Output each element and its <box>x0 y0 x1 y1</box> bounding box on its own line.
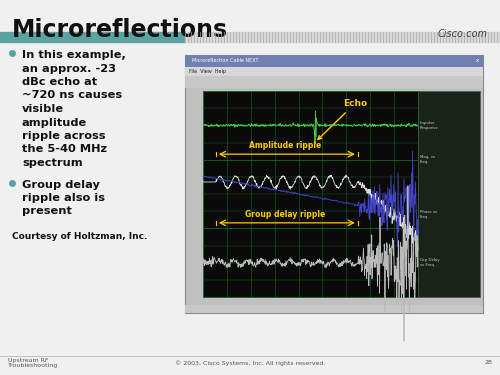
Text: 3: 3 <box>199 89 201 93</box>
Text: Amplitude ripple: Amplitude ripple <box>248 141 321 150</box>
Text: Cisco.com: Cisco.com <box>438 29 488 39</box>
Text: 1: 1 <box>199 226 201 230</box>
Bar <box>203 91 418 297</box>
Bar <box>185 305 483 313</box>
Text: In this example,: In this example, <box>22 50 126 60</box>
Bar <box>185 76 483 88</box>
Text: File  View  Help: File View Help <box>189 69 226 74</box>
Text: an approx. -23: an approx. -23 <box>22 63 116 74</box>
Text: Impulse
Response: Impulse Response <box>420 121 439 130</box>
Text: Microreflections: Microreflections <box>12 18 228 42</box>
Text: ripple across: ripple across <box>22 131 105 141</box>
Text: Courtesy of Holtzman, Inc.: Courtesy of Holtzman, Inc. <box>12 232 147 241</box>
Text: Microreflection Cable NEXT: Microreflection Cable NEXT <box>189 58 258 63</box>
Text: spectrum: spectrum <box>22 158 82 168</box>
Text: Group delay ripple: Group delay ripple <box>244 210 325 219</box>
Text: 0: 0 <box>199 295 201 299</box>
Text: Grp Delay
vs Freq.: Grp Delay vs Freq. <box>420 258 440 267</box>
Text: 28: 28 <box>484 360 492 365</box>
Text: Echo: Echo <box>318 99 367 140</box>
Text: the 5-40 MHz: the 5-40 MHz <box>22 144 107 154</box>
Bar <box>185 55 483 67</box>
Text: Group delay: Group delay <box>22 180 100 189</box>
Bar <box>0 32 185 42</box>
Text: Mag. vs
Freq.: Mag. vs Freq. <box>420 155 435 164</box>
Text: dBc echo at: dBc echo at <box>22 77 97 87</box>
Text: 2: 2 <box>199 158 201 162</box>
Text: ripple also is: ripple also is <box>22 193 105 203</box>
Bar <box>185 67 483 76</box>
Bar <box>185 55 483 313</box>
Bar <box>185 32 500 42</box>
Text: © 2003, Cisco Systems, Inc. All rights reserved.: © 2003, Cisco Systems, Inc. All rights r… <box>175 360 325 366</box>
Bar <box>418 91 480 297</box>
Text: visible: visible <box>22 104 64 114</box>
Text: present: present <box>22 207 72 216</box>
Text: Troubleshooting: Troubleshooting <box>8 363 58 368</box>
Text: x: x <box>476 58 479 63</box>
Text: amplitude: amplitude <box>22 117 88 128</box>
Text: Upstream RF: Upstream RF <box>8 358 48 363</box>
Text: ~720 ns causes: ~720 ns causes <box>22 90 122 101</box>
Text: Phase vs
Freq.: Phase vs Freq. <box>420 210 437 219</box>
